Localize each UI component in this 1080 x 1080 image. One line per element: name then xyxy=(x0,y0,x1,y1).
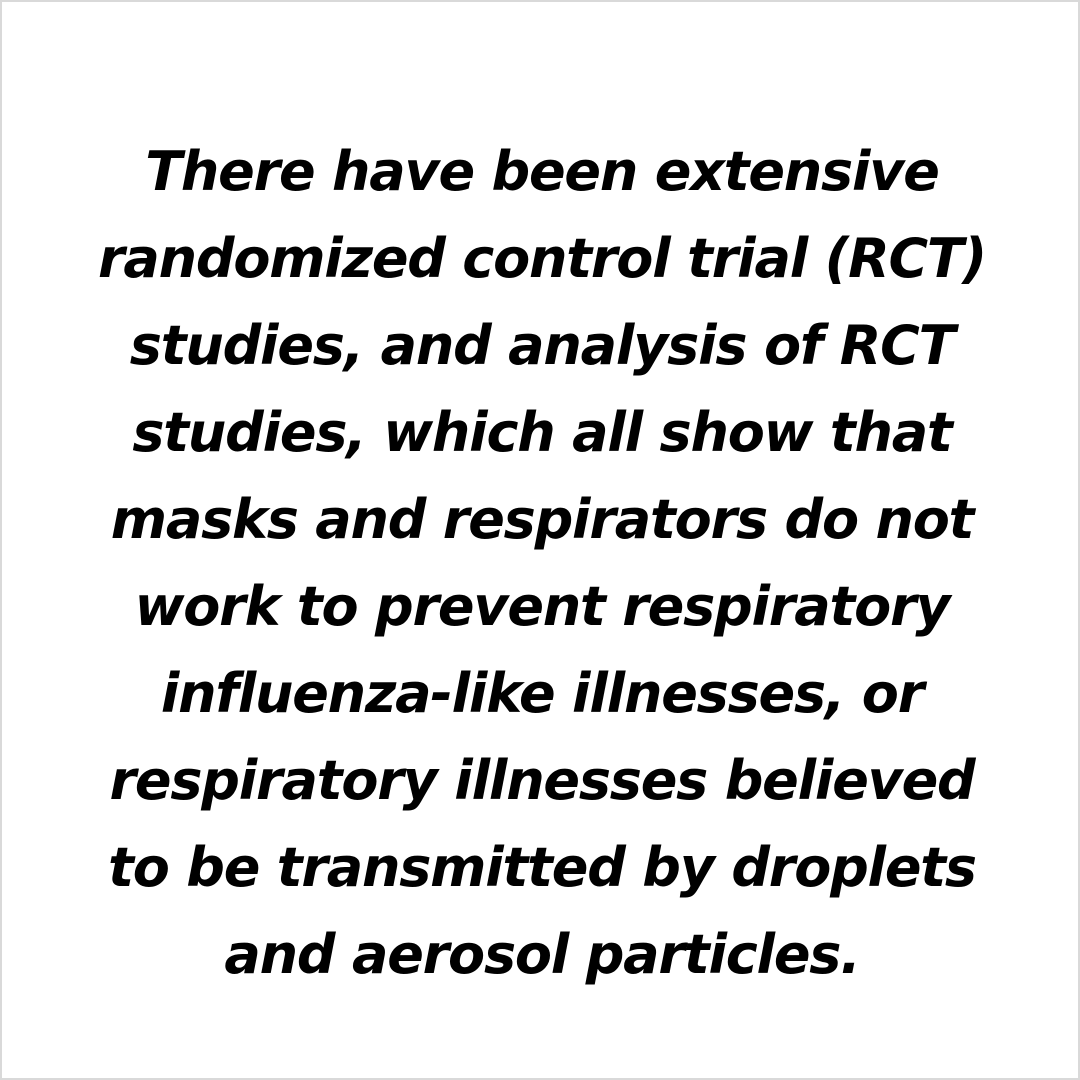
quote-line: masks and respirators do not xyxy=(110,488,975,551)
quote-line: randomized control trial (RCT) xyxy=(97,227,987,290)
quote-line: There have been extensive xyxy=(145,140,940,203)
quote-line: respiratory illnesses believed xyxy=(109,749,975,812)
quote-text: There have been extensive randomized con… xyxy=(2,128,1080,998)
quote-line: influenza-like illnesses, or xyxy=(160,662,924,725)
quote-line: to be transmitted by droplets xyxy=(108,836,977,899)
quote-line: and aerosol particles. xyxy=(224,923,860,986)
quote-line: work to prevent respiratory xyxy=(134,575,951,638)
quote-line: studies, and analysis of RCT xyxy=(129,314,956,377)
quote-line: studies, which all show that xyxy=(132,401,952,464)
